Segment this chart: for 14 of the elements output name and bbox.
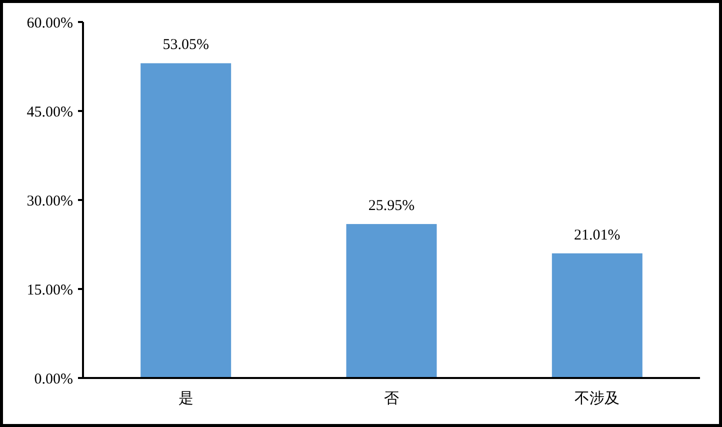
y-tick-label: 45.00% <box>26 104 73 120</box>
bar <box>552 253 642 378</box>
x-tick-label: 是 <box>178 391 194 407</box>
x-tick-label: 不涉及 <box>574 390 620 407</box>
data-label: 53.05% <box>162 37 209 54</box>
bar <box>140 63 232 378</box>
data-label: 25.95% <box>368 198 415 214</box>
x-tick-label: 否 <box>384 391 399 407</box>
bar <box>346 224 437 378</box>
y-tick-label: 15.00% <box>26 282 73 298</box>
data-label: 21.01% <box>574 227 620 244</box>
y-tick-label: 0.00% <box>34 371 73 388</box>
y-tick-label: 60.00% <box>26 15 73 32</box>
y-tick-label: 30.00% <box>26 193 73 210</box>
